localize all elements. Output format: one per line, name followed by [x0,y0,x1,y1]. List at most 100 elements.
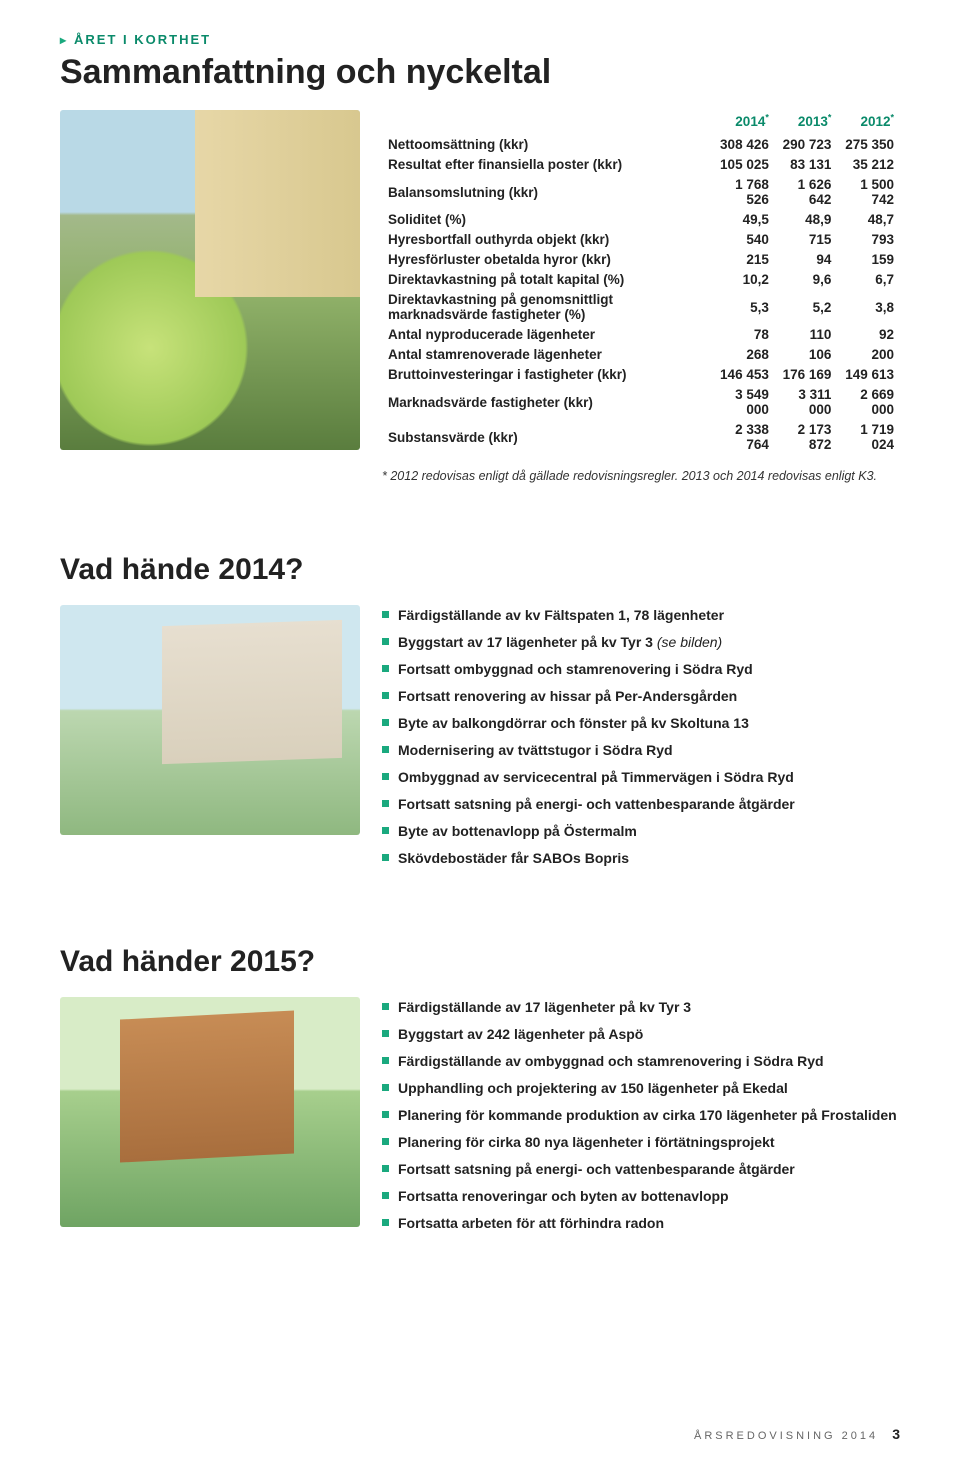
kpi-table-inner: 2014* 2013* 2012* Nettoomsättning (kkr)3… [382,110,900,455]
list-item: Fortsatt satsning på energi- och vattenb… [382,794,900,815]
list-item: Fortsatt ombyggnad och stamrenovering i … [382,659,900,680]
kpi-value: 275 350 [837,135,900,155]
kpi-value: 94 [775,250,838,270]
kpi-value: 793 [837,230,900,250]
list-item: Upphandling och projektering av 150 läge… [382,1078,900,1099]
list-item: Fortsatta arbeten för att förhindra rado… [382,1213,900,1234]
kpi-value: 1 500 742 [837,175,900,210]
kpi-value: 105 025 [712,155,775,175]
section-2015-row: Färdigställande av 17 lägenheter på kv T… [60,997,900,1240]
illus-2014 [60,605,360,835]
list-item: Fortsatt renovering av hissar på Per-And… [382,686,900,707]
list-item: Färdigställande av ombyggnad och stamren… [382,1051,900,1072]
summary-row: 2014* 2013* 2012* Nettoomsättning (kkr)3… [60,110,900,455]
kpi-label: Direktavkastning på genomsnittligt markn… [382,290,712,325]
list-item: Fortsatta renoveringar och byten av bott… [382,1186,900,1207]
kpi-value: 78 [712,325,775,345]
kpi-value: 540 [712,230,775,250]
kpi-value: 9,6 [775,270,838,290]
list-item-paren: (se bilden) [653,634,722,650]
table-row: Antal nyproducerade lägenheter7811092 [382,325,900,345]
kpi-value: 49,5 [712,210,775,230]
kpi-value: 5,3 [712,290,775,325]
kpi-label: Marknadsvärde fastigheter (kkr) [382,385,712,420]
table-row: Substansvärde (kkr)2 338 7642 173 8721 7… [382,420,900,455]
kpi-col-2014: 2014* [712,110,775,135]
section-tag: ÅRET I KORTHET [60,32,900,47]
kpi-value: 92 [837,325,900,345]
kpi-footnote: * 2012 redovisas enligt då gällade redov… [382,469,900,483]
building-illus-2015 [120,1010,294,1162]
list-item: Modernisering av tvättstugor i Södra Ryd [382,740,900,761]
kpi-value: 149 613 [837,365,900,385]
kpi-value: 268 [712,345,775,365]
kpi-value: 6,7 [837,270,900,290]
kpi-header-row: 2014* 2013* 2012* [382,110,900,135]
kpi-value: 3,8 [837,290,900,325]
kpi-label: Soliditet (%) [382,210,712,230]
list-item: Skövdebostäder får SABOs Bopris [382,848,900,869]
kpi-value: 106 [775,345,838,365]
kpi-value: 3 311 000 [775,385,838,420]
list-2015: Färdigställande av 17 lägenheter på kv T… [382,997,900,1240]
kpi-label: Bruttoinvesteringar i fastigheter (kkr) [382,365,712,385]
kpi-value: 1 768 526 [712,175,775,210]
kpi-value: 2 669 000 [837,385,900,420]
kpi-value: 176 169 [775,365,838,385]
kpi-value: 215 [712,250,775,270]
list-item: Byte av bottenavlopp på Östermalm [382,821,900,842]
list-2014: Färdigställande av kv Fältspaten 1, 78 l… [382,605,900,875]
list-item: Planering för kommande produktion av cir… [382,1105,900,1126]
footer-text: ÅRSREDOVISNING 2014 [694,1430,878,1442]
page-title: Sammanfattning och nyckeltal [60,53,900,92]
kpi-label: Direktavkastning på totalt kapital (%) [382,270,712,290]
kpi-label: Resultat efter finansiella poster (kkr) [382,155,712,175]
section-2015-title: Vad händer 2015? [60,945,900,979]
list-item: Fortsatt satsning på energi- och vattenb… [382,1159,900,1180]
kpi-value: 200 [837,345,900,365]
list-item: Ombyggnad av servicecentral på Timmerväg… [382,767,900,788]
list-item: Färdigställande av 17 lägenheter på kv T… [382,997,900,1018]
kpi-value: 48,7 [837,210,900,230]
table-row: Hyresförluster obetalda hyror (kkr)21594… [382,250,900,270]
kpi-label: Nettoomsättning (kkr) [382,135,712,155]
table-row: Marknadsvärde fastigheter (kkr)3 549 000… [382,385,900,420]
kpi-value: 3 549 000 [712,385,775,420]
list-item: Färdigställande av kv Fältspaten 1, 78 l… [382,605,900,626]
table-row: Antal stamrenoverade lägenheter268106200 [382,345,900,365]
table-row: Nettoomsättning (kkr)308 426290 723275 3… [382,135,900,155]
kpi-value: 5,2 [775,290,838,325]
kpi-value: 10,2 [712,270,775,290]
kpi-value: 1 719 024 [837,420,900,455]
kpi-col-2012: 2012* [837,110,900,135]
illus-2015 [60,997,360,1227]
kpi-value: 308 426 [712,135,775,155]
kpi-value: 159 [837,250,900,270]
kpi-value: 1 626 642 [775,175,838,210]
kpi-label: Hyresförluster obetalda hyror (kkr) [382,250,712,270]
kpi-label: Antal nyproducerade lägenheter [382,325,712,345]
kpi-label: Substansvärde (kkr) [382,420,712,455]
building-illus [195,110,360,297]
kpi-value: 2 338 764 [712,420,775,455]
kpi-value: 48,9 [775,210,838,230]
kpi-value: 35 212 [837,155,900,175]
kpi-label: Balansomslutning (kkr) [382,175,712,210]
kpi-label: Hyresbortfall outhyrda objekt (kkr) [382,230,712,250]
list-item: Planering för cirka 80 nya lägenheter i … [382,1132,900,1153]
kpi-col-2013: 2013* [775,110,838,135]
kpi-value: 715 [775,230,838,250]
page-number: 3 [892,1426,900,1442]
list-item: Byggstart av 17 lägenheter på kv Tyr 3 (… [382,632,900,653]
section-2014-title: Vad hände 2014? [60,553,900,587]
table-row: Bruttoinvesteringar i fastigheter (kkr) 1… [382,365,900,385]
kpi-value: 110 [775,325,838,345]
table-row: Direktavkastning på totalt kapital (%)10… [382,270,900,290]
table-row: Balansomslutning (kkr)1 768 5261 626 642… [382,175,900,210]
hero-photo [60,110,360,450]
table-row: Soliditet (%)49,548,948,7 [382,210,900,230]
list-item: Byggstart av 242 lägenheter på Aspö [382,1024,900,1045]
building-illus-2014 [162,619,342,763]
kpi-value: 290 723 [775,135,838,155]
kpi-table: 2014* 2013* 2012* Nettoomsättning (kkr)3… [382,110,900,455]
